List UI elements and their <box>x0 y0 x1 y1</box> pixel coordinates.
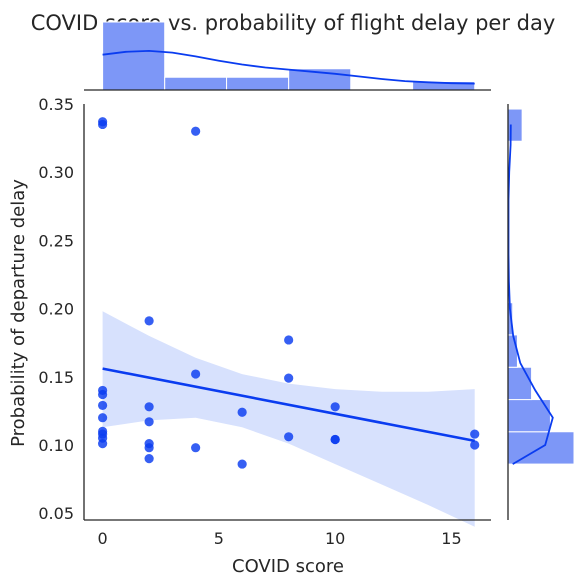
axes: 0 5 10 15 0.05 0.10 0.15 0.20 0.25 0.30 0.35 <box>38 95 491 548</box>
scatter-point <box>98 439 108 449</box>
y-tick-label: 0.10 <box>38 436 74 455</box>
x-histogram-bar <box>102 21 166 91</box>
y-tick-label: 0.25 <box>38 231 74 250</box>
scatter-point <box>284 335 294 345</box>
scatter-point <box>330 402 340 412</box>
regression-line <box>102 367 475 443</box>
scatter-point <box>470 429 480 439</box>
y-tick-label: 0.05 <box>38 504 74 523</box>
scatter-point <box>98 119 108 130</box>
scatter-plot-area <box>98 117 480 527</box>
y-histogram-bar <box>507 399 551 433</box>
scatter-point <box>98 400 108 411</box>
scatter-point <box>144 454 154 464</box>
confidence-band <box>102 311 475 527</box>
x-histogram-bar <box>164 76 228 91</box>
scatter-point <box>237 407 247 417</box>
scatter-point <box>98 389 108 400</box>
x-tick-label: 10 <box>325 529 345 548</box>
x-tick-label: 5 <box>214 529 224 548</box>
y-tick-label: 0.30 <box>38 163 74 182</box>
scatter-point <box>284 432 294 442</box>
y-tick-label: 0.35 <box>38 95 74 114</box>
scatter-point <box>191 369 201 379</box>
x-marginal-histogram <box>84 21 491 91</box>
y-marginal-histogram <box>507 104 575 520</box>
y-axis-label: Probability of departure delay <box>8 179 29 447</box>
y-kde-curve <box>507 124 554 465</box>
x-tick-label: 0 <box>98 529 108 548</box>
scatter-point <box>330 434 340 445</box>
x-kde-curve <box>102 49 475 85</box>
y-histogram-bar <box>507 366 533 401</box>
x-histogram-bar <box>226 76 290 91</box>
x-axis-label: COVID score <box>232 556 344 577</box>
scatter-point <box>144 417 154 427</box>
x-tick-label: 15 <box>441 529 461 548</box>
y-histogram-bar <box>507 334 518 368</box>
y-tick-label: 0.20 <box>38 300 74 319</box>
scatter-point <box>284 373 294 383</box>
scatter-point <box>144 443 154 453</box>
scatter-point <box>237 459 247 469</box>
scatter-point <box>470 440 480 450</box>
scatter-point <box>144 402 154 412</box>
y-tick-label: 0.15 <box>38 368 74 387</box>
scatter-point <box>191 443 201 453</box>
scatter-point <box>144 316 154 326</box>
scatter-point <box>191 126 201 136</box>
scatter-point <box>98 413 108 423</box>
